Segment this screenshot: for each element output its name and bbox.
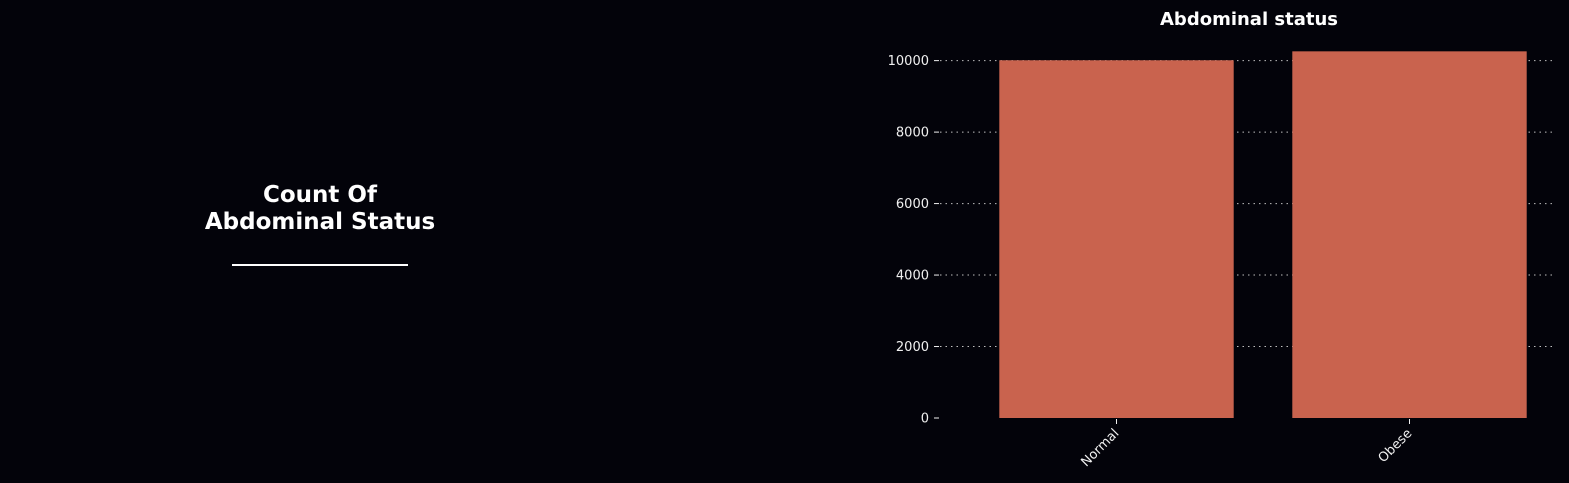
bars bbox=[999, 51, 1527, 419]
bar-normal bbox=[999, 60, 1234, 419]
y-tick-label: 10000 bbox=[888, 54, 929, 69]
x-tick-label: Obese bbox=[1376, 426, 1416, 466]
side-title: Count Of Abdominal Status bbox=[120, 182, 520, 266]
chart-title: Abdominal status bbox=[1160, 9, 1338, 30]
y-tick-label: 6000 bbox=[896, 197, 929, 212]
y-tick-label: 0 bbox=[921, 412, 929, 427]
side-title-line-1: Count Of bbox=[263, 182, 377, 208]
x-tick-label: Normal bbox=[1078, 426, 1122, 470]
bar-obese bbox=[1292, 51, 1527, 418]
side-title-line-2: Abdominal Status bbox=[204, 209, 436, 235]
side-title-underline bbox=[232, 264, 408, 266]
y-axis-ticks: 0 2000 4000 6000 8000 10000 bbox=[888, 54, 939, 427]
y-tick-label: 4000 bbox=[896, 269, 929, 284]
y-tick-label: 2000 bbox=[896, 340, 929, 355]
y-tick-label: 8000 bbox=[896, 126, 929, 141]
gridlines bbox=[940, 60, 1556, 348]
x-axis-ticks: Normal Obese bbox=[1078, 419, 1415, 470]
